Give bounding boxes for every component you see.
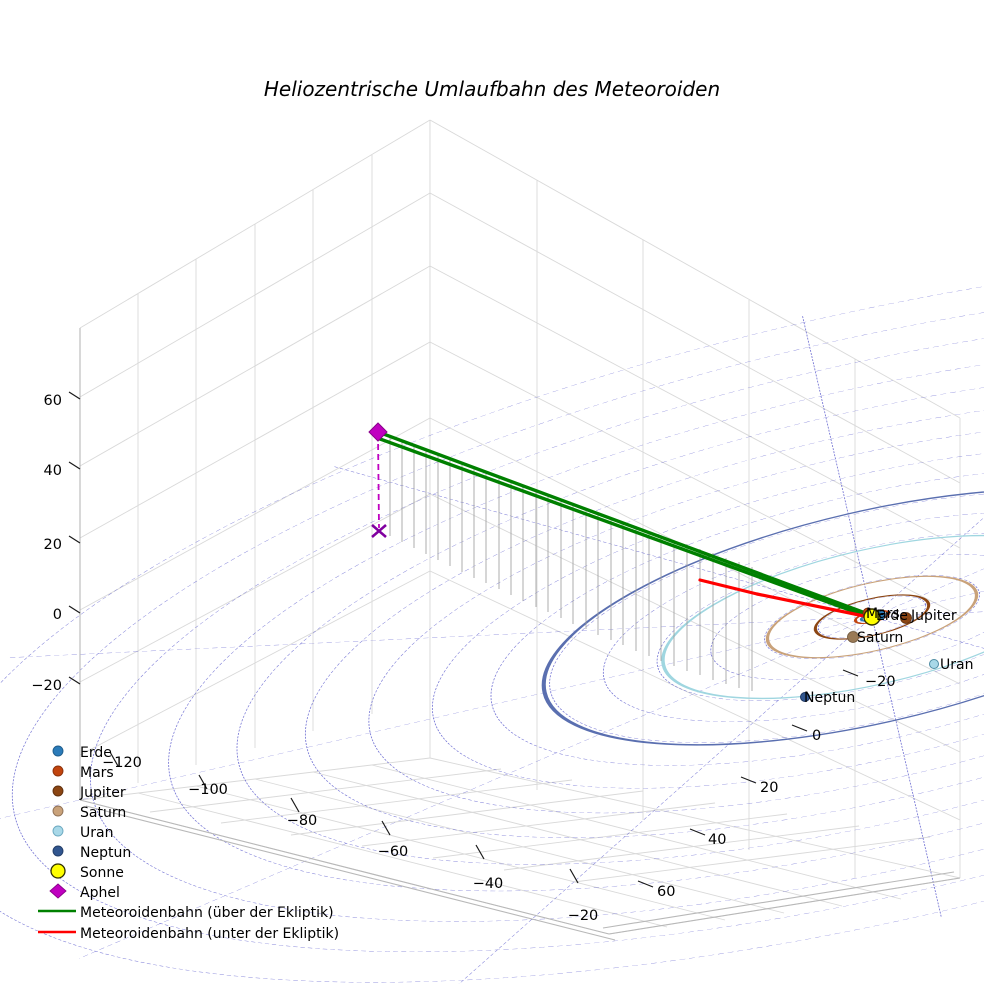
legend-item-neptun[interactable]: Neptun: [52, 845, 131, 861]
marker-saturn: [847, 631, 859, 643]
legend-label-saturn: Saturn: [80, 805, 126, 821]
legend-marker-sonne-icon: [50, 863, 66, 879]
x-tick-label-minus40: −40: [473, 876, 504, 892]
z-tick-label-0: 0: [53, 607, 62, 623]
legend-item-jupiter[interactable]: Jupiter: [52, 785, 126, 801]
meteoroid-orbit: [376, 430, 871, 619]
axis-x: −120 −100 −80 −60 −40 −20: [79, 751, 616, 941]
label-neptun: Neptun: [804, 690, 855, 706]
legend-label-uran: Uran: [80, 825, 113, 841]
z-tick-label-20: 20: [44, 537, 62, 553]
marker-sonne: [863, 608, 881, 626]
orbit-uran: [661, 534, 984, 700]
aphel-drop-line: [377, 433, 380, 529]
legend-item-saturn[interactable]: Saturn: [52, 805, 126, 821]
legend-label-erde: Erde: [80, 745, 112, 761]
page-title: Heliozentrische Umlaufbahn des Meteoroid…: [264, 77, 720, 101]
z-tick-label-60: 60: [44, 393, 62, 409]
legend-marker-aphel-icon: [49, 883, 67, 899]
orbit-neptun: [541, 488, 984, 746]
legend-label-aphel: Aphel: [80, 885, 120, 901]
legend-item-mars[interactable]: Mars: [52, 765, 114, 781]
legend-marker-uran-icon: [52, 825, 64, 837]
x-tick-label-minus80: −80: [287, 813, 318, 829]
legend-marker-mars-icon: [52, 765, 64, 777]
z-tick-label-40: 40: [44, 463, 62, 479]
label-jupiter: Jupiter: [910, 608, 957, 624]
x-tick-label-minus120: −120: [102, 755, 142, 771]
planet-markers: Mars Erde Jupiter Saturn Uran Neptun: [800, 606, 973, 706]
label-uran: Uran: [940, 657, 973, 673]
legend-marker-saturn-icon: [52, 805, 64, 817]
legend-item-orbit-above[interactable]: Meteoroidenbahn (über der Ekliptik): [38, 905, 334, 921]
x-tick-label-minus60: −60: [378, 844, 409, 860]
legend-marker-neptun-icon: [52, 845, 64, 857]
y-tick-label-40: 40: [708, 832, 726, 848]
label-erde: Erde: [876, 608, 908, 624]
orbit-red-lower: [755, 592, 871, 619]
legend-marker-jupiter-icon: [52, 785, 64, 797]
axis-z: 60 40 20 0 −20: [31, 328, 81, 800]
legend-item-aphel[interactable]: Aphel: [49, 883, 120, 901]
pane-right: [429, 119, 961, 878]
marker-jupiter: [900, 612, 912, 624]
orbit-red-segment: [698, 578, 759, 596]
legend-marker-erde-icon: [52, 745, 64, 757]
legend-label-orbit-below: Meteoroidenbahn (unter der Ekliptik): [80, 926, 339, 942]
legend-item-erde[interactable]: Erde: [52, 745, 112, 761]
y-tick-label-0: 0: [812, 728, 821, 744]
legend-label-mars: Mars: [80, 765, 114, 781]
legend-item-uran[interactable]: Uran: [52, 825, 113, 841]
x-tick-label-minus100: −100: [188, 782, 228, 798]
legend-label-sonne: Sonne: [80, 865, 124, 881]
legend-item-sonne[interactable]: Sonne: [50, 863, 124, 881]
legend-item-orbit-below[interactable]: Meteoroidenbahn (unter der Ekliptik): [38, 926, 339, 942]
axes-panes: [79, 119, 961, 935]
y-tick-label-20: 20: [760, 780, 778, 796]
x-tick-label-minus20: −20: [568, 908, 599, 924]
label-saturn: Saturn: [857, 630, 903, 646]
marker-uran: [929, 659, 939, 669]
orbit-stem-lines: [389, 437, 753, 691]
legend-label-jupiter: Jupiter: [79, 785, 126, 801]
legend: Erde Mars Jupiter Saturn Uran Neptun: [38, 745, 339, 942]
legend-label-orbit-above: Meteoroidenbahn (über der Ekliptik): [80, 905, 334, 921]
aphel-marker-icon: [368, 422, 388, 442]
legend-label-neptun: Neptun: [80, 845, 131, 861]
orbit-green-upper: [376, 430, 870, 616]
orbit-saturn: [765, 575, 979, 659]
z-tick-label-minus20: −20: [31, 678, 62, 694]
aphel-projection-x-icon: [371, 524, 387, 538]
orbit-green-lower: [378, 437, 871, 619]
label-mars: Mars: [866, 606, 900, 622]
pane-left: [79, 119, 431, 800]
y-tick-label-60: 60: [657, 884, 675, 900]
axis-y: −20 0 20 40 60: [602, 669, 961, 935]
orbit-jupiter: [813, 594, 931, 640]
aphel-group: [368, 422, 388, 538]
marker-neptun: [800, 692, 810, 702]
y-tick-label-minus20: −20: [865, 674, 896, 690]
